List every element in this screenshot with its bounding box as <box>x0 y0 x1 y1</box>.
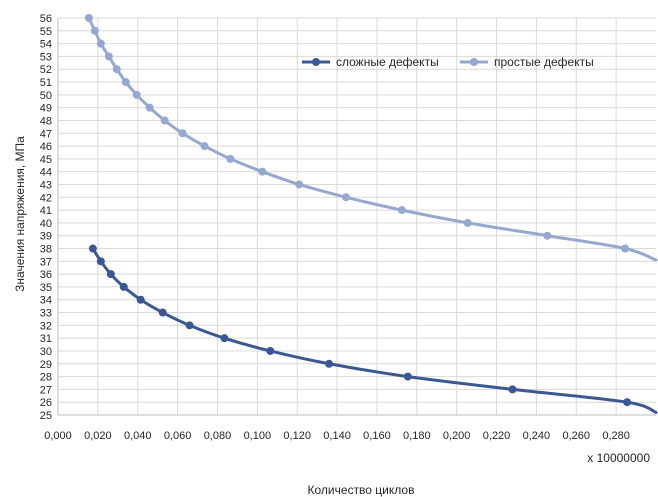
data-point-complex-defects <box>96 257 105 266</box>
y-tick-label: 32 <box>40 320 52 332</box>
y-tick-label: 55 <box>40 26 52 38</box>
x-tick-label: 0,240 <box>523 430 551 442</box>
axes <box>57 18 656 416</box>
y-tick-label: 28 <box>40 372 52 384</box>
y-tick-label: 41 <box>40 205 52 217</box>
data-point-complex-defects <box>158 308 167 317</box>
y-tick-label: 42 <box>40 192 52 204</box>
data-point-simple-defects <box>397 206 406 215</box>
y-tick-label: 56 <box>40 13 52 25</box>
y-tick-label: 30 <box>40 346 52 358</box>
tick-labels: 2526272829303132333435363738394041424344… <box>40 13 630 442</box>
data-point-simple-defects <box>121 78 130 87</box>
data-point-simple-defects <box>463 218 472 227</box>
y-tick-label: 47 <box>40 128 52 140</box>
y-tick-label: 29 <box>40 359 52 371</box>
y-tick-label: 51 <box>40 77 52 89</box>
grid <box>57 17 656 416</box>
series-simple-defects <box>84 14 658 262</box>
data-point-simple-defects <box>226 154 235 163</box>
y-axis-title: Значения напряжения, МПа <box>13 136 27 292</box>
x-tick-label: 0,180 <box>403 430 431 442</box>
y-tick-label: 34 <box>40 295 52 307</box>
x-tick-label: 0,200 <box>443 430 471 442</box>
y-tick-label: 54 <box>40 39 52 51</box>
data-point-complex-defects <box>623 398 632 407</box>
x-tick-label: 0,020 <box>84 430 112 442</box>
data-point-complex-defects <box>325 359 334 368</box>
data-point-simple-defects <box>112 65 121 74</box>
data-point-complex-defects <box>220 334 229 343</box>
y-tick-label: 37 <box>40 256 52 268</box>
data-point-simple-defects <box>621 244 630 253</box>
y-tick-label: 40 <box>40 218 52 230</box>
data-point-simple-defects <box>200 142 209 151</box>
y-tick-label: 38 <box>40 244 52 256</box>
x-axis-title: Количество циклов <box>308 483 415 497</box>
data-point-complex-defects <box>88 244 97 253</box>
y-tick-label: 31 <box>40 333 52 345</box>
data-point-simple-defects <box>145 103 154 112</box>
data-point-simple-defects <box>543 231 552 240</box>
data-point-complex-defects <box>185 321 194 330</box>
y-tick-label: 36 <box>40 269 52 281</box>
legend-item-simple-defects: простые дефекты <box>460 55 594 69</box>
x-tick-label: 0,040 <box>124 430 152 442</box>
y-tick-label: 26 <box>40 397 52 409</box>
data-point-complex-defects <box>403 372 412 381</box>
x-tick-label: 0,260 <box>563 430 591 442</box>
x-tick-label: 0,080 <box>204 430 232 442</box>
y-tick-label: 33 <box>40 308 52 320</box>
y-tick-label: 43 <box>40 179 52 191</box>
legend: сложные дефекты простые дефекты <box>302 55 594 69</box>
legend-label-simple-defects: простые дефекты <box>494 55 594 69</box>
y-tick-label: 27 <box>40 384 52 396</box>
data-point-simple-defects <box>178 129 187 138</box>
data-point-simple-defects <box>295 180 304 189</box>
y-tick-label: 53 <box>40 51 52 63</box>
y-tick-label: 39 <box>40 231 52 243</box>
y-tick-label: 25 <box>40 410 52 422</box>
data-point-simple-defects <box>104 52 113 61</box>
x-multiplier-label: x 10000000 <box>587 451 650 465</box>
y-tick-label: 44 <box>40 167 52 179</box>
legend-label-complex-defects: сложные дефекты <box>336 55 439 69</box>
y-tick-label: 50 <box>40 90 52 102</box>
x-tick-label: 0,220 <box>483 430 511 442</box>
y-tick-label: 52 <box>40 64 52 76</box>
data-point-complex-defects <box>119 282 128 291</box>
data-point-complex-defects <box>136 295 145 304</box>
data-point-simple-defects <box>84 14 93 22</box>
series-complex-defects <box>88 244 658 414</box>
data-point-complex-defects <box>266 346 275 355</box>
y-tick-label: 48 <box>40 115 52 127</box>
y-tick-label: 46 <box>40 141 52 153</box>
data-point-simple-defects <box>132 90 141 99</box>
y-tick-label: 35 <box>40 282 52 294</box>
y-tick-label: 49 <box>40 103 52 115</box>
legend-item-complex-defects: сложные дефекты <box>302 55 439 69</box>
data-point-simple-defects <box>160 116 169 125</box>
x-tick-label: 0,140 <box>323 430 351 442</box>
data-point-simple-defects <box>90 26 99 35</box>
x-tick-label: 0,100 <box>244 430 272 442</box>
data-point-complex-defects <box>106 270 115 279</box>
data-point-simple-defects <box>96 39 105 48</box>
x-tick-label: 0,280 <box>602 430 630 442</box>
x-tick-label: 0,160 <box>363 430 391 442</box>
data-point-simple-defects <box>258 167 267 176</box>
x-tick-label: 0,060 <box>164 430 192 442</box>
y-tick-label: 45 <box>40 154 52 166</box>
legend-marker-simple-defects <box>470 58 478 66</box>
series-group <box>84 14 658 414</box>
x-tick-label: 0,120 <box>283 430 311 442</box>
legend-marker-complex-defects <box>312 58 320 66</box>
x-tick-label: 0,000 <box>44 430 72 442</box>
data-point-complex-defects <box>508 385 517 394</box>
data-point-simple-defects <box>342 193 351 202</box>
